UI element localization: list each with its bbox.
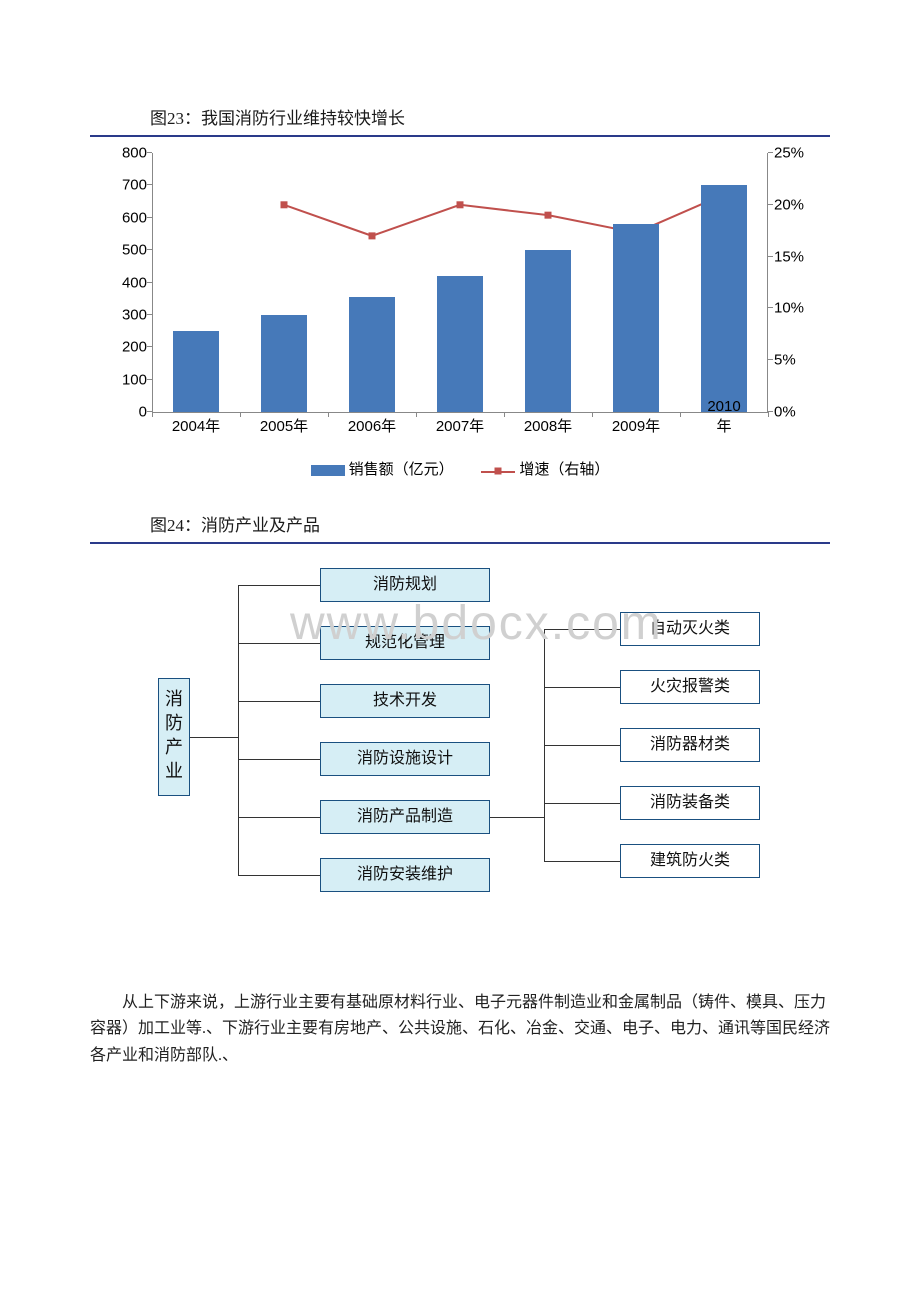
yleft-tick: 600: [107, 209, 147, 226]
yright-tick: 5%: [774, 352, 818, 369]
diagram-right-node: 火灾报警类: [620, 670, 760, 704]
legend-line-label: 增速（右轴）: [519, 462, 609, 478]
figure23-chart: 0 100 200 300 400 500 600 700 800 0% 5% 10% 15% 20% 25…: [90, 143, 830, 483]
bar: [701, 185, 747, 412]
diagram-mid-node: 规范化管理: [320, 626, 490, 660]
bar: [613, 224, 659, 412]
yleft-tick: 100: [107, 371, 147, 388]
figure24-diagram: www.bdocx.com 消防产业消防规划规范化管理技术开发消防设施设计消防产…: [90, 550, 830, 970]
yleft-tick: 200: [107, 339, 147, 356]
yleft-tick: 400: [107, 274, 147, 291]
yright-tick: 15%: [774, 248, 818, 265]
legend-line-swatch: [481, 465, 515, 476]
figure23-title: 图23：我国消防行业维持较快增长: [90, 100, 830, 137]
yright-tick: 20%: [774, 196, 818, 213]
x-category: 2010年: [702, 398, 746, 436]
diagram-right-node: 消防器材类: [620, 728, 760, 762]
diagram-mid-node: 技术开发: [320, 684, 490, 718]
body-paragraph: 从上下游来说，上游行业主要有基础原材料行业、电子元器件制造业和金属制品（铸件、模…: [90, 990, 830, 1069]
diagram-mid-node: 消防安装维护: [320, 858, 490, 892]
line-marker: [545, 212, 552, 219]
diagram-right-node: 自动灭火类: [620, 612, 760, 646]
line-marker: [457, 201, 464, 208]
figure24-title: 图24：消防产业及产品: [90, 507, 830, 544]
yright-tick: 10%: [774, 300, 818, 317]
yleft-tick: 300: [107, 306, 147, 323]
bar: [525, 250, 571, 412]
line-marker: [369, 232, 376, 239]
x-category: 2008年: [524, 415, 572, 436]
bar: [173, 331, 219, 412]
diagram-right-node: 建筑防火类: [620, 844, 760, 878]
yright-tick: 0%: [774, 404, 818, 421]
yleft-tick: 800: [107, 145, 147, 162]
diagram-left-node: 消防产业: [158, 678, 190, 796]
x-category: 2009年: [612, 415, 660, 436]
bar: [349, 297, 395, 412]
yright-tick: 25%: [774, 145, 818, 162]
diagram-mid-node: 消防产品制造: [320, 800, 490, 834]
yleft-tick: 700: [107, 177, 147, 194]
diagram-mid-node: 消防规划: [320, 568, 490, 602]
legend-bar-label: 销售额（亿元）: [349, 462, 454, 478]
diagram-right-node: 消防装备类: [620, 786, 760, 820]
bar: [437, 276, 483, 412]
yleft-tick: 0: [107, 404, 147, 421]
x-category: 2005年: [260, 415, 308, 436]
yleft-tick: 500: [107, 242, 147, 259]
diagram-mid-node: 消防设施设计: [320, 742, 490, 776]
x-category: 2006年: [348, 415, 396, 436]
bar: [261, 315, 307, 412]
x-category: 2004年: [172, 415, 220, 436]
x-category: 2007年: [436, 415, 484, 436]
line-marker: [281, 201, 288, 208]
chart-legend: 销售额（亿元） 增速（右轴）: [152, 458, 768, 479]
